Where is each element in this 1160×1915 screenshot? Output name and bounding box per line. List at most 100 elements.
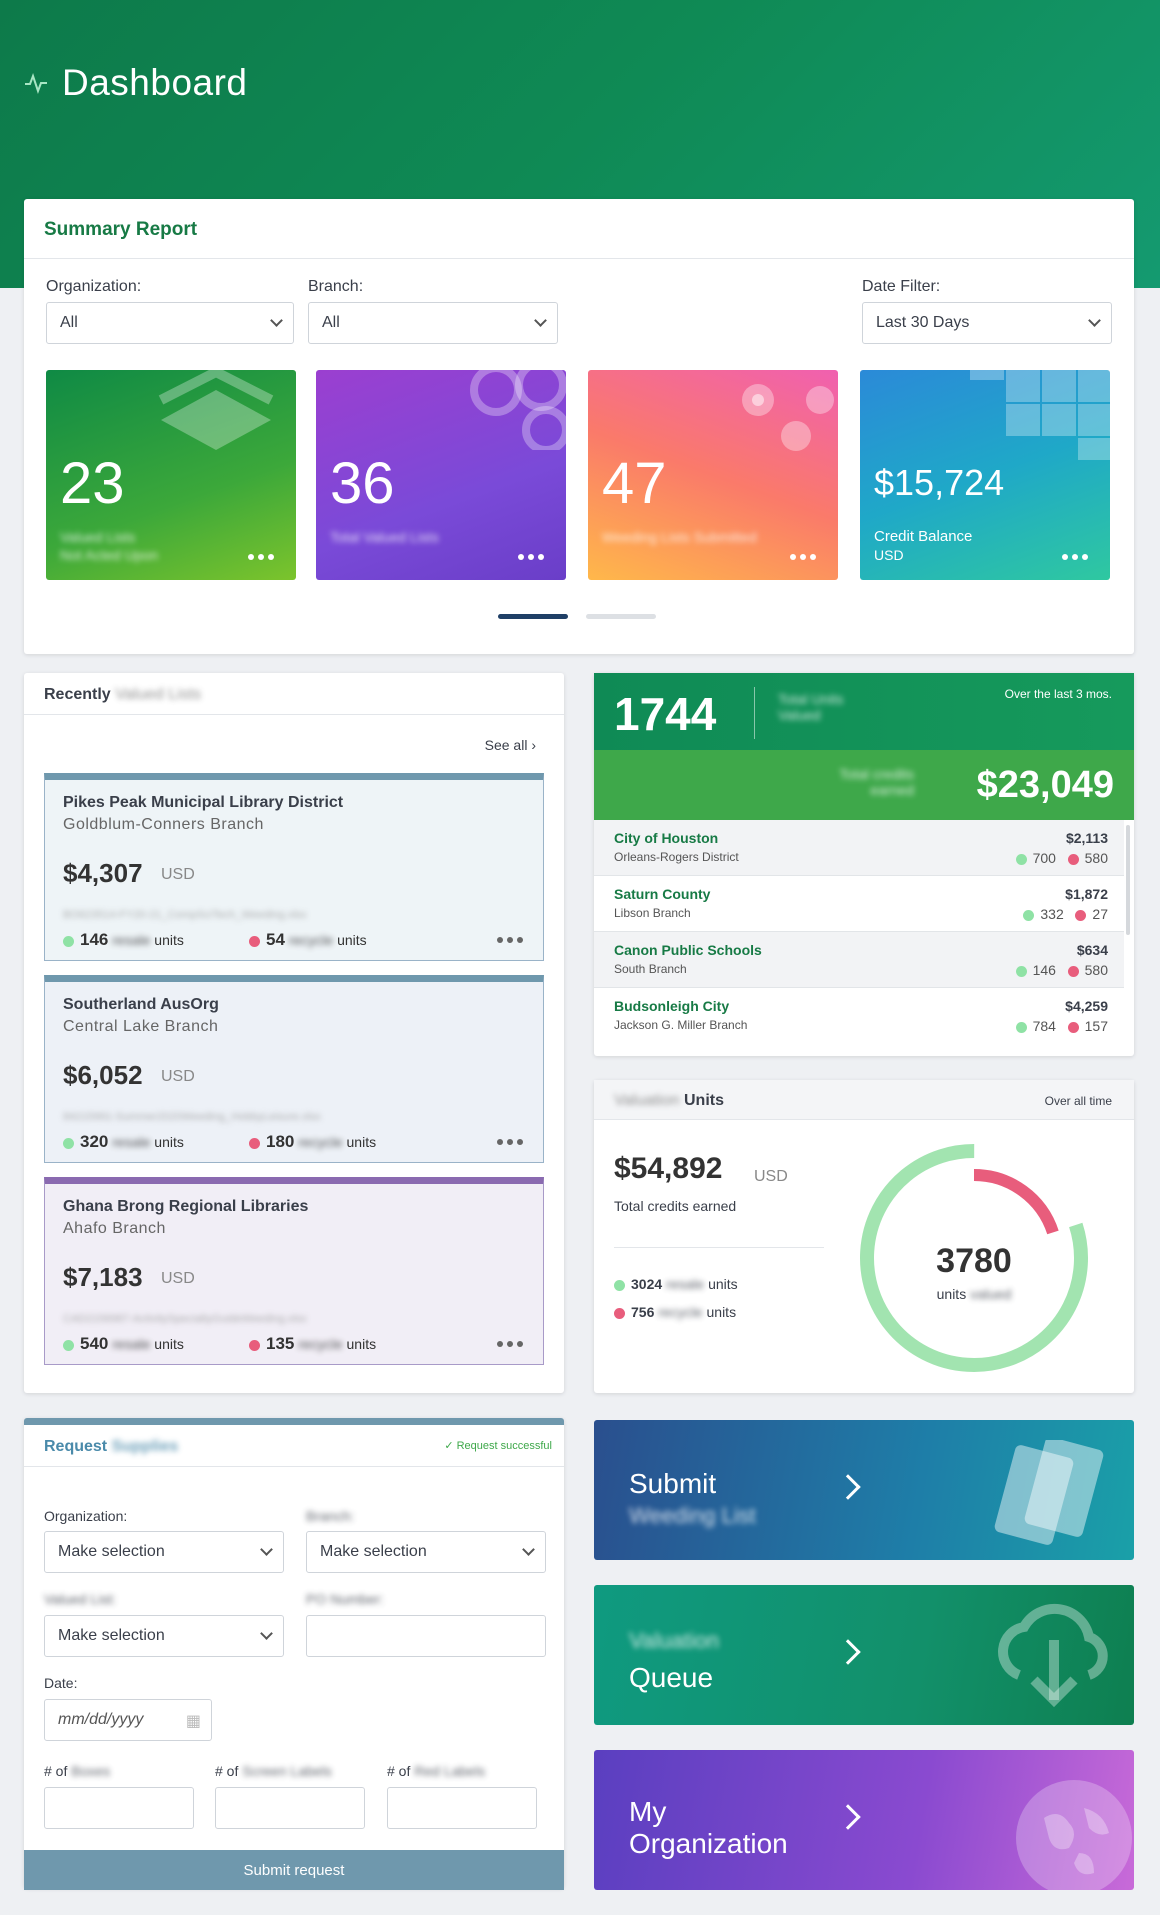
branch-name: Ahafo Branch: [63, 1220, 166, 1237]
total-units-label: Total Units Valued: [778, 691, 844, 723]
list-label: Valued List:: [44, 1591, 117, 1607]
bubbles-icon: [742, 384, 834, 451]
credits-value: $23,049: [976, 764, 1114, 806]
valuation-queue-button[interactable]: Valuation Queue: [594, 1585, 1134, 1725]
action-sublabel: Valuation: [629, 1628, 720, 1653]
credits-label: Total credits earned: [839, 766, 914, 798]
scrollbar[interactable]: [1126, 825, 1130, 935]
my-organization-button[interactable]: My Organization: [594, 1750, 1134, 1890]
screen-labels-label: # of Screen Labels: [215, 1763, 332, 1779]
stat-label: Valued Lists Not Acted Upon: [60, 529, 159, 563]
stat-value: $15,724: [874, 462, 1005, 503]
screen-labels-input[interactable]: [215, 1787, 365, 1829]
list-select[interactable]: Make selection: [44, 1615, 284, 1657]
table-row[interactable]: Saturn County Libson Branch $1,872 332 27: [594, 876, 1124, 932]
chevron-down-icon: [260, 1543, 273, 1556]
units-description: Total credits earned: [614, 1198, 737, 1214]
calendar-icon: ▦: [185, 1713, 201, 1730]
valuation-units-card: Valuation Units Over all time $54,892 US…: [594, 1080, 1134, 1393]
recently-valued-card: Recently Valued Lists See all › Pikes Pe…: [24, 673, 564, 1393]
branch-label: Branch:: [306, 1508, 355, 1524]
stat-card-credit-balance[interactable]: $15,724 Credit Balance USD: [860, 370, 1110, 580]
more-icon[interactable]: [248, 554, 274, 560]
more-icon[interactable]: [497, 937, 523, 943]
po-label: PO Number:: [306, 1591, 384, 1607]
units-amount: $54,892: [614, 1152, 723, 1185]
currency: USD: [161, 1270, 195, 1287]
more-icon[interactable]: [1062, 554, 1088, 560]
more-icon[interactable]: [790, 554, 816, 560]
org-select[interactable]: Make selection: [44, 1531, 284, 1573]
amount: $6,052: [63, 1060, 143, 1090]
period-label: Over the last 3 mos.: [1004, 687, 1112, 701]
stat-card-weeding-submitted[interactable]: 47 Weeding Lists Submitted: [588, 370, 838, 580]
units-total: 3780: [936, 1242, 1012, 1280]
recent-list-item[interactable]: Ghana Brong Regional Libraries Ahafo Bra…: [44, 1177, 544, 1365]
branch-select[interactable]: Make selection: [306, 1531, 546, 1573]
submit-request-button[interactable]: Submit request: [24, 1850, 564, 1890]
stat-card-valued-lists[interactable]: 23 Valued Lists Not Acted Upon: [46, 370, 296, 580]
totals-card: 1744 Total Units Valued Over the last 3 …: [594, 673, 1134, 1056]
resale-units: 540 resale units: [63, 1334, 184, 1354]
check-circle-icon: ✓: [444, 1440, 454, 1452]
table-row[interactable]: Canon Public Schools South Branch $634 146 …: [594, 932, 1124, 988]
chevron-down-icon: [270, 314, 283, 327]
org-name: Pikes Peak Municipal Library District: [63, 794, 344, 811]
table-row[interactable]: City of Houston Orleans-Rogers District $2…: [594, 820, 1124, 876]
more-icon[interactable]: [518, 554, 544, 560]
total-units-value: 1744: [614, 688, 717, 740]
red-labels-label: # of Red Labels: [387, 1763, 486, 1779]
recent-list-item[interactable]: Southerland AusOrg Central Lake Branch $…: [44, 975, 544, 1163]
boxes-label: # of Boxes: [44, 1763, 111, 1779]
organization-filter-label: Organization:: [46, 278, 142, 295]
table-row[interactable]: Budsonleigh City Jackson G. Miller Branch…: [614, 998, 1108, 1034]
chevron-right-icon: ›: [531, 737, 536, 753]
amount: $7,183: [63, 1262, 143, 1292]
branch-filter-select[interactable]: All: [308, 302, 558, 344]
resale-units: 320 resale units: [63, 1132, 184, 1152]
stat-card-total-valued[interactable]: 36 Total Valued Lists: [316, 370, 566, 580]
see-all-link[interactable]: See all ›: [484, 737, 536, 753]
cloud-download-icon: [998, 1603, 1108, 1708]
organization-filter-select[interactable]: All: [46, 302, 294, 344]
org-label: Organization:: [44, 1508, 128, 1524]
stat-label: Weeding Lists Submitted: [602, 529, 757, 545]
branch-filter-label: Branch:: [308, 278, 364, 295]
more-icon[interactable]: [497, 1341, 523, 1347]
boxes-input[interactable]: [44, 1787, 194, 1829]
currency: USD: [161, 1068, 195, 1085]
donut-recycle-arc: [885, 1169, 1063, 1347]
notebook-icon: [994, 1440, 1104, 1545]
date-input[interactable]: mm/dd/yyyy ▦: [44, 1699, 212, 1741]
recycle-units: 54 recycle units: [249, 930, 367, 950]
legend-recycle: 756 recycle units: [614, 1304, 736, 1320]
layers-icon: [158, 370, 274, 450]
recent-list-item[interactable]: Pikes Peak Municipal Library District Go…: [44, 773, 544, 961]
recycle-units: 135 recycle units: [249, 1334, 376, 1354]
po-number-input[interactable]: [306, 1615, 546, 1657]
action-label: Submit: [629, 1468, 717, 1499]
request-supplies-card: Request Supplies ✓ Request successful Or…: [24, 1418, 564, 1890]
action-label: My: [629, 1796, 667, 1827]
submit-weeding-button[interactable]: Submit Weeding List: [594, 1420, 1134, 1560]
carousel-indicator-active[interactable]: [498, 614, 568, 619]
totals-credits: Total credits earned $23,049: [594, 750, 1134, 820]
rings-icon: [470, 370, 566, 450]
period-label: Over all time: [1044, 1094, 1112, 1108]
date-filter-select[interactable]: Last 30 Days: [862, 302, 1112, 344]
totals-header: 1744 Total Units Valued Over the last 3 …: [594, 673, 1134, 750]
red-labels-input[interactable]: [387, 1787, 537, 1829]
org-name: Ghana Brong Regional Libraries: [63, 1198, 309, 1215]
carousel-indicator[interactable]: [586, 614, 656, 619]
donut-resale-arc: [860, 1144, 1088, 1372]
branch-name: Central Lake Branch: [63, 1018, 219, 1035]
divider: [754, 687, 755, 739]
file-name: 84215991-Summer2020Weeding_HobbyLeisure.…: [63, 1111, 321, 1123]
divider: [614, 1247, 824, 1248]
page-title: Dashboard: [24, 62, 248, 104]
stat-label: Total Valued Lists: [330, 529, 439, 545]
more-icon[interactable]: [497, 1139, 523, 1145]
action-sublabel: Organization: [629, 1828, 788, 1859]
amount: $4,307: [63, 858, 143, 888]
recycle-units: 180 recycle units: [249, 1132, 376, 1152]
